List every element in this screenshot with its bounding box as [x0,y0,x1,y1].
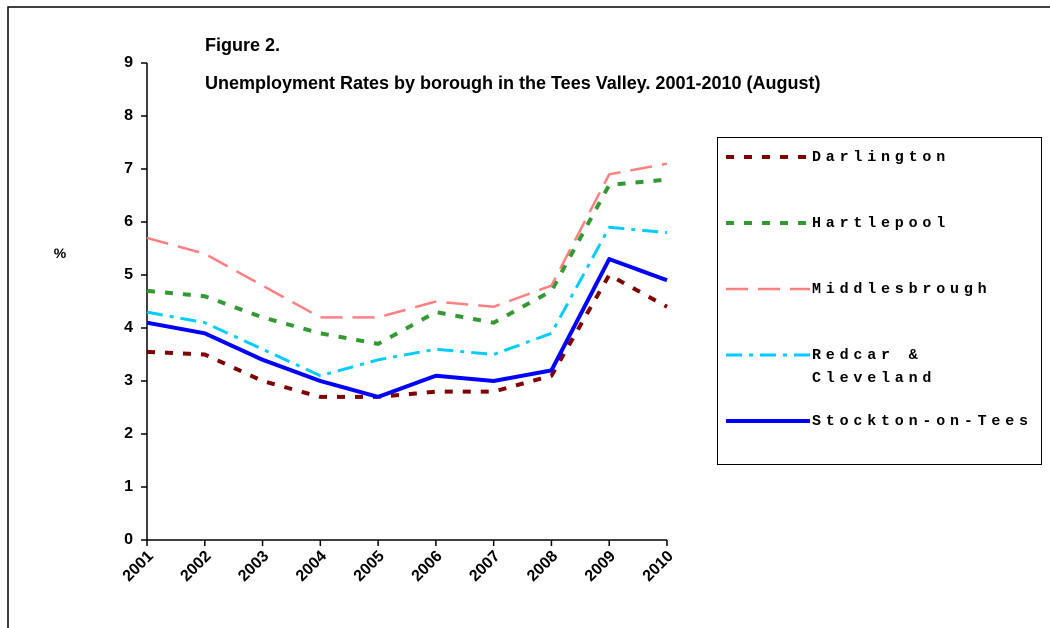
x-tick-label: 2010 [640,548,677,585]
y-tick-label: 8 [124,107,133,124]
legend-label: Middlesbrough [812,281,992,298]
x-tick-label: 2002 [177,548,214,585]
legend-swatch-box [726,155,810,159]
y-tick-label: 6 [124,213,133,230]
y-tick-label: 5 [124,266,133,283]
legend-swatch-box [726,419,810,423]
x-tick-label: 2009 [582,548,619,585]
legend-item: Stockton-on-Tees [718,406,1043,466]
series-line [146,273,668,399]
legend-label: Darlington [812,149,951,166]
legend-item: Redcar & Cleveland [718,340,1043,400]
y-tick-label: 0 [124,531,133,548]
frame [7,6,1050,628]
y-axis-label: % [54,245,67,261]
x-tick-label: 2007 [466,548,503,585]
legend-item: Hartlepool [718,208,1043,268]
x-tick-label: 2003 [235,548,272,585]
legend-swatch-box [726,287,810,291]
legend: Darlington Hartlepool Middlesbrough Redcar … [717,137,1042,465]
y-tick-label: 3 [124,372,133,389]
legend-item: Middlesbrough [718,274,1043,334]
legend-swatch-box [726,221,810,225]
y-tick-label: 9 [124,54,133,71]
series-line [146,225,668,378]
legend-item: Darlington [718,142,1043,202]
x-tick-label: 2006 [409,548,446,585]
series-line [146,177,668,346]
y-tick-label: 4 [124,319,133,336]
legend-swatch-box [726,353,810,357]
y-tick-label: 1 [124,478,133,495]
series-line [146,257,668,399]
x-tick-label: 2001 [120,548,157,585]
legend-label: Hartlepool [812,215,951,232]
y-tick-label: 2 [124,425,133,442]
legend-label: Redcar & Cleveland [812,347,937,387]
x-tick-label: 2004 [293,548,330,585]
series-line [146,162,668,319]
y-tick-label: 7 [124,160,133,177]
chart-subtitle: Unemployment Rates by borough in the Tee… [205,73,821,93]
x-tick-label: 2008 [524,548,561,585]
x-tick-label: 2005 [351,548,388,585]
legend-label: Stockton-on-Tees [812,413,1033,430]
chart-title: Figure 2. [205,35,280,55]
